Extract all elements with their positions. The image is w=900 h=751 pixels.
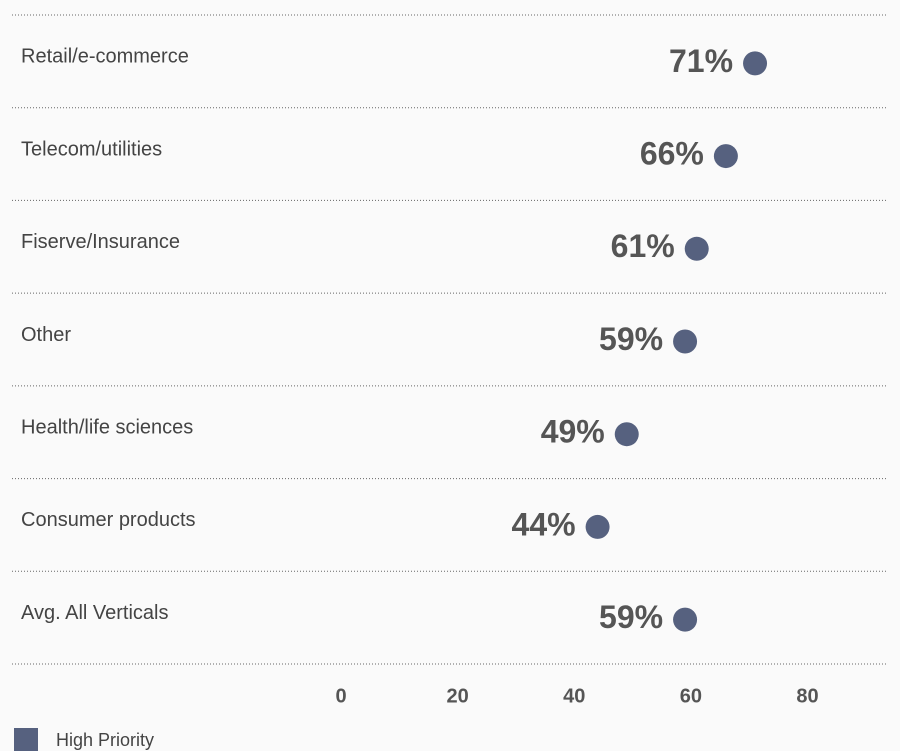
x-tick-label: 0 [335, 685, 346, 707]
legend-swatch [14, 728, 38, 751]
dot [673, 607, 698, 632]
value-label: 66% [640, 136, 704, 172]
x-tick-label: 80 [796, 685, 818, 707]
category-label: Consumer products [21, 509, 196, 531]
dot [673, 329, 698, 354]
value-label: 61% [611, 228, 675, 264]
value-label: 59% [599, 599, 663, 635]
dot [614, 422, 639, 447]
category-label: Telecom/utilities [21, 138, 162, 160]
dot [585, 514, 610, 539]
dot [713, 144, 738, 169]
x-tick-label: 60 [680, 685, 702, 707]
value-label: 44% [512, 506, 576, 542]
value-label: 49% [541, 414, 605, 450]
category-label: Avg. All Verticals [21, 602, 168, 624]
x-tick-label: 20 [447, 685, 469, 707]
legend-label: High Priority [56, 730, 154, 750]
category-label: Retail/e-commerce [21, 46, 189, 68]
category-label: Other [21, 324, 71, 346]
value-label: 71% [669, 43, 733, 79]
category-label: Fiserve/Insurance [21, 231, 180, 253]
x-tick-label: 40 [563, 685, 585, 707]
category-label: Health/life sciences [21, 416, 193, 438]
dot [684, 236, 709, 261]
dot [743, 51, 768, 76]
value-label: 59% [599, 321, 663, 357]
